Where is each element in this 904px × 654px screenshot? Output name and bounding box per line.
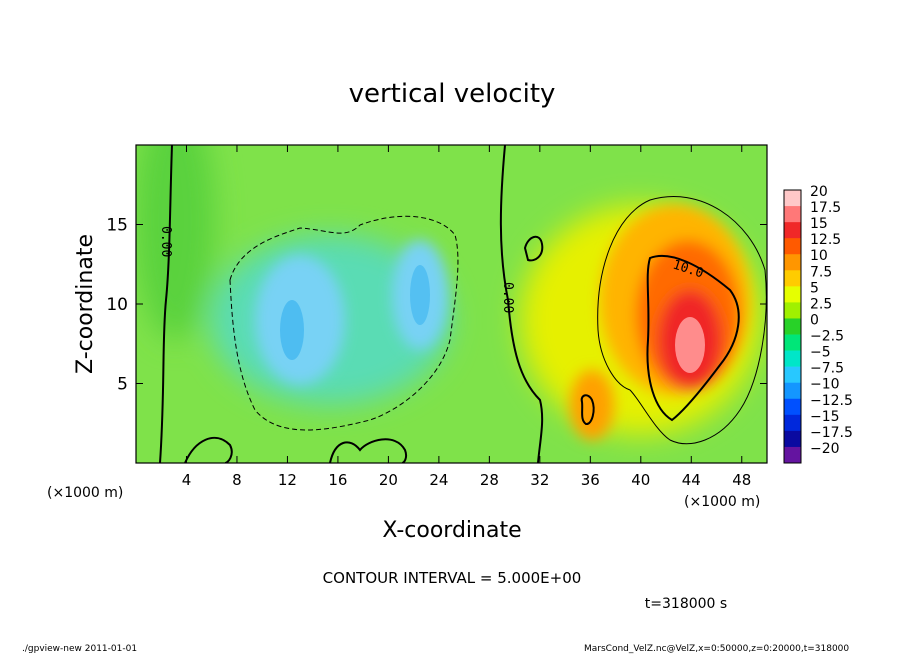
colorbar-label: 0 bbox=[810, 312, 819, 328]
colorbar-swatch bbox=[784, 398, 801, 416]
colorbar-frame bbox=[783, 189, 802, 464]
contour-bottom-mid bbox=[329, 438, 408, 463]
colorbar-swatch bbox=[784, 286, 801, 303]
colorbar-label: 7.5 bbox=[810, 264, 832, 280]
x-tick-label: 48 bbox=[732, 471, 751, 489]
colorbar-label: −5 bbox=[810, 345, 831, 361]
colorbar-label: 20 bbox=[810, 184, 828, 200]
colorbar-swatch bbox=[784, 254, 801, 271]
colorbar-swatch bbox=[784, 222, 801, 239]
colorbar-swatch bbox=[784, 366, 801, 384]
colorbar-label: 17.5 bbox=[810, 200, 841, 216]
contour-ten bbox=[646, 254, 740, 422]
footer-left: ./gpview-new 2011-01-01 bbox=[22, 644, 137, 654]
x-tick-label: 12 bbox=[278, 471, 297, 489]
contour-small bbox=[580, 394, 595, 425]
x-unit-right: (×1000 m) bbox=[684, 494, 760, 510]
x-tick-label: 28 bbox=[480, 471, 499, 489]
x-tick-label: 24 bbox=[429, 471, 448, 489]
colorbar-label: −20 bbox=[810, 441, 840, 457]
colorbar-swatch bbox=[784, 350, 801, 367]
colorbar-label: −17.5 bbox=[810, 425, 853, 441]
colorbar-swatch bbox=[784, 414, 801, 432]
x-unit-left: (×1000 m) bbox=[47, 485, 123, 501]
colorbar-label: −2.5 bbox=[810, 329, 844, 345]
contour-five bbox=[597, 196, 767, 445]
x-tick-label: 40 bbox=[631, 471, 650, 489]
x-tick-label: 20 bbox=[379, 471, 398, 489]
colorbar-label: 10 bbox=[810, 248, 828, 264]
colorbar-label: 15 bbox=[810, 216, 828, 232]
contour-zero-left bbox=[159, 145, 173, 463]
colorbar-swatch bbox=[784, 382, 801, 400]
colorbar-label: −10 bbox=[810, 377, 840, 393]
y-tick-label: 15 bbox=[106, 216, 128, 236]
x-tick-label: 4 bbox=[182, 471, 192, 489]
contour-label-zero-left: 0.00 bbox=[158, 226, 173, 257]
small-updraft bbox=[570, 370, 614, 440]
plot-area bbox=[136, 145, 767, 463]
x-tick-label: 32 bbox=[530, 471, 549, 489]
colorbar-swatch bbox=[784, 238, 801, 255]
downdraft-max-left bbox=[280, 300, 304, 360]
x-tick-label: 36 bbox=[581, 471, 600, 489]
updraft-max bbox=[675, 317, 705, 373]
colorbar-label: −15 bbox=[810, 409, 840, 425]
colorbar-swatch bbox=[784, 206, 801, 223]
colorbar-label: −12.5 bbox=[810, 393, 853, 409]
contour-bottom-left bbox=[184, 436, 233, 463]
contour-zero-right bbox=[499, 145, 544, 463]
downdraft-max-right bbox=[410, 265, 430, 325]
contour-interval-text: CONTOUR INTERVAL = 5.000E+00 bbox=[323, 569, 582, 587]
colorbar-swatch bbox=[784, 334, 801, 351]
colorbar-swatch bbox=[784, 270, 801, 287]
colorbar-swatch bbox=[784, 190, 801, 207]
time-text: t=318000 s bbox=[645, 596, 727, 612]
y-axis: 5 10 15 bbox=[106, 216, 767, 395]
colorbar-swatch bbox=[784, 430, 801, 448]
x-tick-label: 8 bbox=[232, 471, 242, 489]
colorbar-label: −7.5 bbox=[810, 361, 844, 377]
left-band bbox=[136, 145, 215, 340]
contour-small-top bbox=[523, 235, 544, 262]
x-axis: 4 8 12 16 20 24 28 32 36 40 44 48 bbox=[182, 145, 751, 489]
colorbar-label: 5 bbox=[810, 280, 819, 296]
chart-title: vertical velocity bbox=[349, 79, 556, 109]
colorbar-swatch bbox=[784, 446, 801, 464]
y-axis-label: Z-coordinate bbox=[73, 234, 98, 374]
x-axis-label: X-coordinate bbox=[382, 518, 521, 543]
y-tick-label: 5 bbox=[117, 375, 128, 395]
footer-right: MarsCond_VelZ.nc@VelZ,x=0:50000,z=0:2000… bbox=[584, 644, 849, 654]
colorbar-swatch bbox=[784, 302, 801, 319]
x-tick-label: 44 bbox=[682, 471, 701, 489]
colorbar-label: 2.5 bbox=[810, 296, 832, 312]
colorbar-swatch bbox=[784, 318, 801, 335]
colorbar: 2017.51512.5107.552.50−2.5−5−7.5−10−12.5… bbox=[783, 184, 853, 464]
colorbar-label: 12.5 bbox=[810, 232, 841, 248]
x-tick-label: 16 bbox=[328, 471, 347, 489]
contour-label-zero-right: 0.00 bbox=[500, 282, 515, 313]
y-tick-label: 10 bbox=[106, 295, 128, 315]
